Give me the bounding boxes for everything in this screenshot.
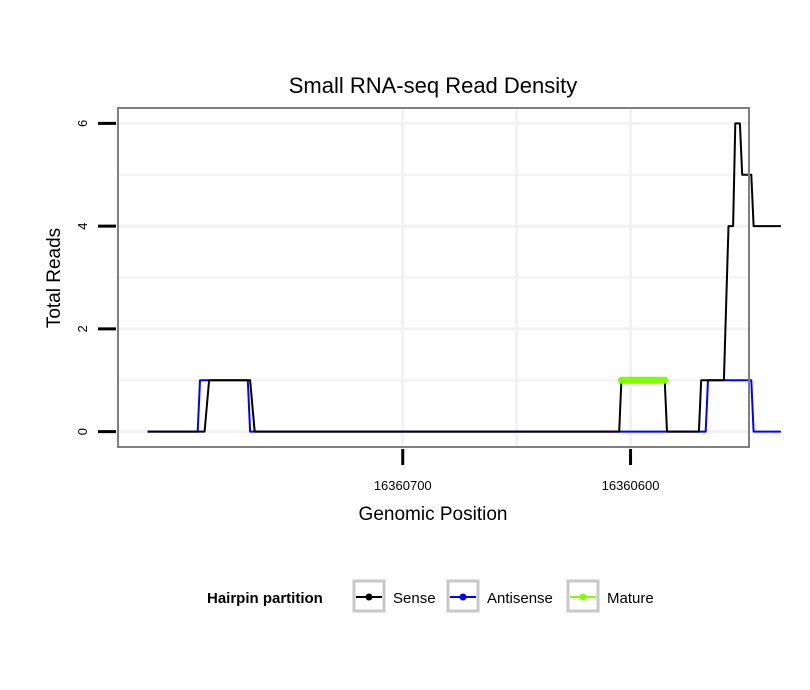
legend-key-sense-point	[365, 593, 373, 601]
legend-label-antisense: Antisense	[487, 590, 553, 607]
x-axis: 16360700 16360600	[374, 449, 660, 493]
legend-label-sense: Sense	[393, 590, 436, 607]
y-axis-title: Total Reads	[44, 228, 65, 328]
x-tick-label: 16360700	[374, 478, 432, 493]
y-tick-label: 6	[75, 120, 90, 127]
legend-label-mature: Mature	[607, 590, 654, 607]
y-axis: 0 2 4 6	[75, 120, 116, 435]
legend: Hairpin partition Sense Antisense Mature	[207, 579, 654, 613]
legend-item-antisense: Antisense	[446, 579, 553, 613]
chart-title: Small RNA-seq Read Density	[289, 73, 578, 98]
y-tick-label: 2	[75, 325, 90, 332]
legend-item-mature: Mature	[566, 579, 654, 613]
plot-border	[117, 107, 750, 448]
series-layer	[147, 122, 781, 433]
x-tick-label: 16360600	[602, 478, 660, 493]
legend-key-mature-point	[579, 593, 587, 601]
legend-item-sense: Sense	[352, 579, 436, 613]
x-axis-title: Genomic Position	[359, 504, 508, 525]
legend-key-antisense-point	[459, 593, 467, 601]
gridlines	[118, 108, 749, 447]
plot-panel	[117, 107, 781, 448]
series-line-sense	[147, 122, 781, 433]
y-tick-label: 0	[75, 428, 90, 435]
legend-title: Hairpin partition	[207, 590, 323, 607]
y-tick-label: 4	[75, 223, 90, 230]
